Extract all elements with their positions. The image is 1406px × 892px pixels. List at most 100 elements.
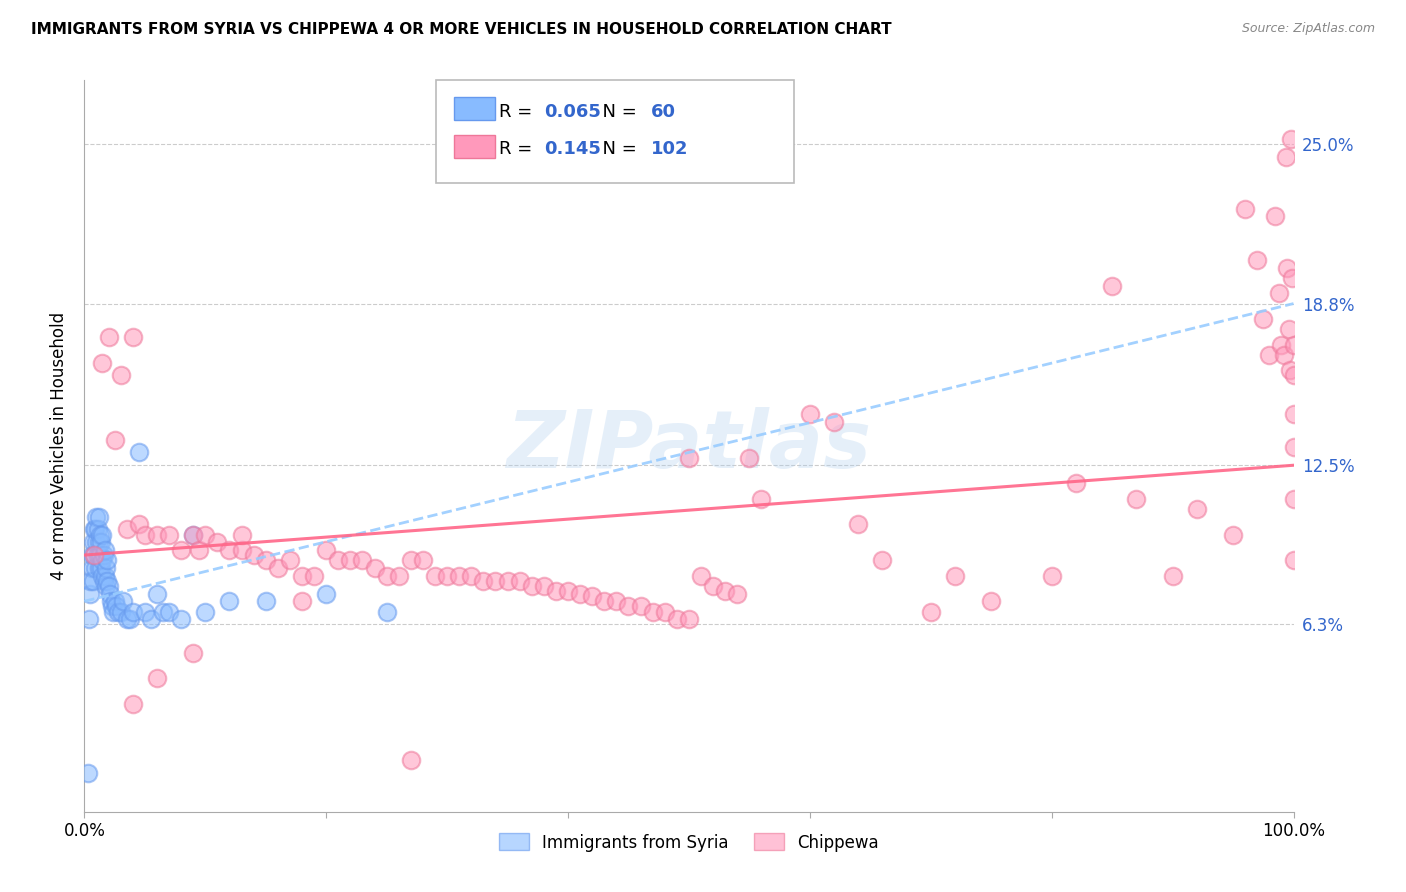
Point (121, 605, 143, 619)
Point (484, 574, 506, 588)
Point (86, 548, 108, 562)
Point (436, 568, 458, 582)
Point (77, 766, 100, 780)
Point (617, 599, 640, 614)
Point (128, 445, 150, 459)
Point (93, 548, 115, 562)
Point (87, 561, 110, 575)
Point (630, 599, 652, 614)
Text: IMMIGRANTS FROM SYRIA VS CHIPPEWA 4 OR MORE VEHICLES IN HOUSEHOLD CORRELATION CH: IMMIGRANTS FROM SYRIA VS CHIPPEWA 4 OR M… (31, 22, 891, 37)
Point (94, 579, 117, 593)
Point (86, 535, 108, 549)
Point (86, 523, 108, 537)
Point (89, 548, 111, 562)
Point (1282, 368, 1305, 383)
Point (557, 584, 579, 599)
Point (1040, 568, 1063, 582)
Point (93, 574, 115, 588)
Point (605, 594, 627, 608)
Point (412, 553, 434, 567)
Point (91, 553, 114, 567)
Point (139, 612, 162, 626)
Point (1268, 286, 1291, 301)
Point (82, 574, 104, 588)
Point (80, 561, 103, 575)
Point (110, 368, 132, 383)
Point (104, 599, 127, 614)
Point (593, 594, 616, 608)
Point (94, 561, 117, 575)
Point (94, 568, 117, 582)
Point (90, 561, 112, 575)
Point (83, 523, 105, 537)
Text: ZIPatlas: ZIPatlas (506, 407, 872, 485)
Point (533, 579, 555, 593)
Point (87, 535, 110, 549)
Point (89, 527, 111, 541)
Point (121, 697, 143, 711)
Legend: Immigrants from Syria, Chippewa: Immigrants from Syria, Chippewa (492, 827, 886, 858)
Point (702, 579, 724, 593)
Point (460, 568, 482, 582)
Point (544, 584, 567, 599)
Text: N =: N = (591, 103, 643, 120)
Point (1222, 527, 1244, 541)
Point (84, 523, 107, 537)
Point (738, 450, 761, 465)
Point (79, 574, 101, 588)
Y-axis label: 4 or more Vehicles in Household: 4 or more Vehicles in Household (49, 312, 67, 580)
Point (520, 579, 543, 593)
Point (181, 527, 204, 541)
Point (91, 568, 114, 582)
Point (1270, 337, 1292, 351)
Point (641, 605, 664, 619)
Text: 0.065: 0.065 (544, 103, 600, 120)
Point (188, 543, 211, 558)
Point (363, 561, 385, 575)
Point (423, 568, 446, 582)
Point (665, 612, 688, 626)
Point (980, 594, 1002, 608)
Point (157, 605, 180, 619)
Point (654, 605, 676, 619)
Point (267, 561, 290, 575)
Point (1282, 553, 1305, 567)
Point (134, 527, 156, 541)
Point (328, 553, 350, 567)
Point (104, 594, 127, 608)
Point (170, 543, 193, 558)
Point (101, 599, 124, 614)
Point (315, 543, 337, 558)
Text: R =: R = (499, 103, 538, 120)
Point (152, 605, 174, 619)
Point (1161, 568, 1184, 582)
Text: 0.145: 0.145 (544, 140, 600, 158)
Point (194, 605, 217, 619)
Point (823, 415, 845, 429)
Point (207, 535, 229, 549)
Point (128, 517, 150, 532)
Point (291, 594, 314, 608)
Point (79, 586, 101, 600)
Point (96, 574, 118, 588)
Point (242, 548, 264, 562)
Point (678, 612, 700, 626)
Point (1101, 278, 1123, 293)
Point (103, 605, 125, 619)
Point (449, 568, 471, 582)
Point (399, 753, 422, 767)
Point (96, 553, 118, 567)
Point (231, 543, 253, 558)
Point (1125, 491, 1147, 506)
Point (1185, 501, 1208, 516)
Point (77, 612, 100, 626)
Point (509, 574, 531, 588)
Point (254, 553, 277, 567)
Point (121, 330, 143, 344)
Point (943, 568, 966, 582)
Point (146, 671, 169, 685)
Point (1258, 348, 1281, 362)
Point (107, 605, 129, 619)
Point (399, 553, 422, 567)
Point (170, 612, 193, 626)
